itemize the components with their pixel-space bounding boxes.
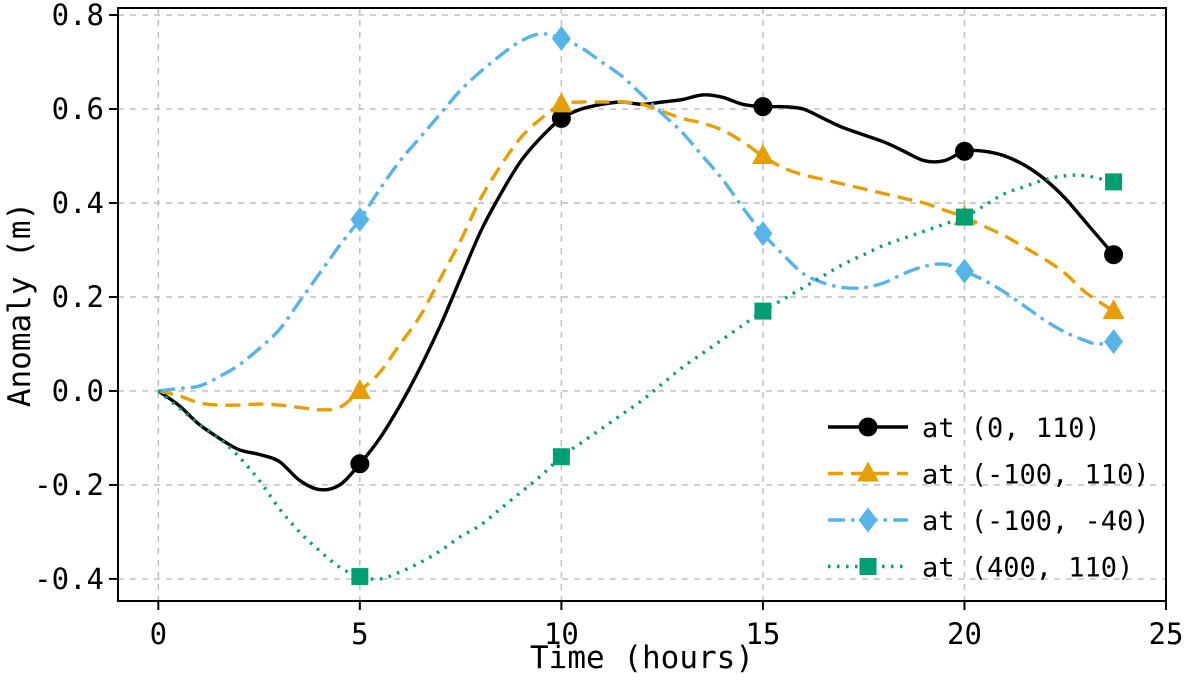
x-tick-label: 0: [150, 617, 167, 651]
series-line-1: [157, 100, 1115, 412]
series-marker-2: [551, 26, 571, 52]
x-tick-label: 25: [1149, 617, 1184, 651]
series-3: [157, 173, 1123, 586]
series-marker-1: [348, 378, 371, 399]
series-marker-2: [954, 258, 974, 284]
x-tick-label: 5: [351, 617, 368, 651]
legend-item-3: [828, 558, 908, 575]
series-line-2: [158, 32, 1114, 393]
series-marker-0: [954, 141, 974, 161]
legend-marker-triangle-icon: [857, 461, 879, 482]
series-marker-2: [753, 221, 773, 247]
plot-frame: [117, 7, 1167, 602]
y-tick-label: 0.2: [52, 280, 104, 314]
series-marker-3: [754, 302, 772, 320]
series-marker-3: [955, 208, 973, 226]
y-tick-label: 0.6: [52, 92, 104, 126]
series-marker-0: [350, 454, 370, 474]
series-1: [157, 92, 1125, 412]
series-2: [158, 26, 1124, 393]
series-marker-1: [550, 92, 573, 113]
legend-label: at (400, 110): [922, 553, 1133, 584]
series-marker-2: [350, 206, 370, 232]
legend-item-2: [828, 507, 908, 533]
legend-marker-diamond-icon: [858, 507, 878, 533]
legend-label: at (0, 110): [922, 413, 1101, 444]
legend: [828, 417, 908, 575]
y-tick-label: -0.2: [34, 468, 104, 502]
legend-marker-circle-icon: [858, 417, 878, 437]
series-marker-2: [1104, 329, 1124, 355]
y-tick-label: 0.4: [52, 186, 104, 220]
series-marker-3: [552, 448, 570, 466]
y-axis-label: Anomaly (m): [2, 202, 38, 407]
y-tick-label: 0.8: [52, 0, 104, 32]
y-tick-label: -0.4: [34, 562, 104, 596]
legend-item-0: [828, 417, 908, 437]
series-marker-3: [351, 568, 369, 586]
series-marker-3: [1105, 173, 1123, 191]
series-marker-0: [551, 108, 571, 128]
legend-marker-square-icon: [859, 558, 877, 575]
x-tick-label: 20: [947, 617, 982, 651]
series-marker-0: [753, 97, 773, 117]
x-axis-label: Time (hours): [530, 640, 754, 676]
legend-label: at (-100, -40): [922, 506, 1150, 537]
y-tick-label: 0.0: [52, 374, 104, 408]
legend-label: at (-100, 110): [922, 460, 1150, 491]
series-marker-1: [751, 144, 774, 165]
x-tick-label: 15: [745, 617, 780, 651]
series-marker-0: [1104, 245, 1124, 265]
series-line-3: [157, 173, 1114, 581]
legend-item-1: [828, 461, 908, 482]
series-marker-1: [1102, 299, 1125, 320]
x-tick-label: 10: [544, 617, 579, 651]
